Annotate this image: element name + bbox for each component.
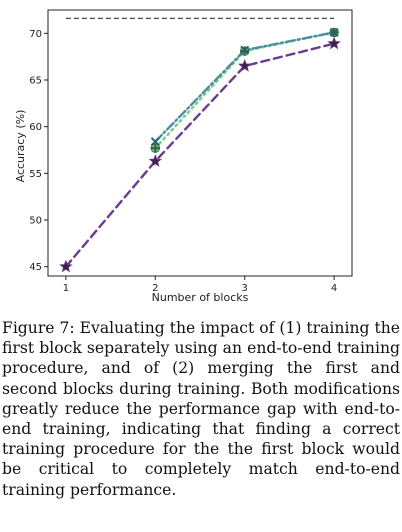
y-tick-label: 70: [29, 29, 42, 40]
series-markers-3: [150, 27, 339, 147]
series-markers-2: [150, 27, 339, 153]
figure-caption: Figure 7: Evaluating the impact of (1) t…: [2, 319, 400, 499]
data-point: [329, 27, 339, 37]
y-tick-label: 55: [29, 169, 42, 180]
accuracy-chart: 45 50 55 60 65 70 1 2 3 4 Number of blocks Accur…: [14, 9, 353, 304]
x-tick-label: 1: [63, 283, 69, 294]
y-tick-label: 60: [29, 122, 42, 133]
plot-area: [47, 9, 353, 277]
series-1: [64, 42, 336, 268]
x-tick-label: 3: [242, 283, 248, 294]
x-tick-label: 4: [331, 283, 337, 294]
y-tick-label: 65: [29, 76, 42, 87]
y-tick-label: 50: [29, 216, 42, 227]
series-line: [64, 42, 336, 268]
y-axis-label: Accuracy (%): [14, 110, 27, 183]
data-point: [150, 137, 160, 147]
data-point: [148, 154, 163, 167]
data-point: [150, 143, 160, 153]
x-tick-label: 2: [152, 283, 158, 294]
series-markers-1: [59, 36, 341, 273]
data-point: [59, 259, 73, 273]
data-point: [327, 36, 341, 50]
x-axis-label: Number of blocks: [152, 291, 249, 304]
y-tick-label: 45: [29, 262, 42, 273]
data-point: [240, 45, 250, 55]
data-point: [237, 58, 252, 72]
